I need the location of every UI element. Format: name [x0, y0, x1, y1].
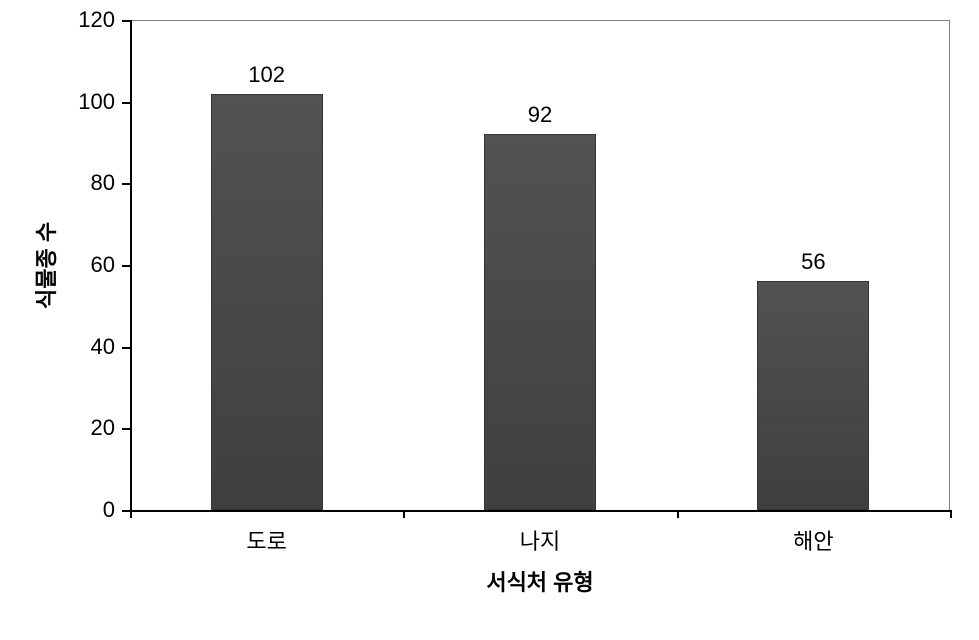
y-axis-title: 식물종 수: [29, 229, 61, 309]
bar: [211, 94, 323, 511]
y-axis: [130, 20, 132, 510]
bar-value-label: 102: [217, 62, 317, 88]
bar-value-label: 92: [490, 102, 590, 128]
x-tick-label: 도로: [207, 524, 327, 556]
y-tick: [122, 102, 130, 104]
y-tick-label: 120: [60, 7, 115, 33]
y-tick: [122, 510, 130, 512]
x-tick-label: 해안: [753, 524, 873, 556]
y-tick: [122, 183, 130, 185]
y-tick-label: 60: [60, 252, 115, 278]
x-axis: [130, 510, 952, 512]
x-tick: [130, 510, 132, 518]
y-tick: [122, 347, 130, 349]
x-tick: [403, 510, 405, 518]
bar: [757, 281, 869, 510]
y-tick-label: 80: [60, 170, 115, 196]
bar-chart: 0 20 40 60 80 100 120 102 도로 92 나지 56 해안 식물종 수서식처 유형: [0, 0, 979, 640]
y-tick-label: 100: [60, 89, 115, 115]
x-tick-label: 나지: [480, 524, 600, 556]
x-tick: [950, 510, 952, 518]
x-axis-title: 서식처 유형: [440, 565, 640, 597]
bar-value-label: 56: [763, 249, 863, 275]
y-tick: [122, 265, 130, 267]
x-tick: [677, 510, 679, 518]
y-tick-label: 20: [60, 415, 115, 441]
y-tick-label: 40: [60, 334, 115, 360]
y-tick: [122, 428, 130, 430]
y-tick: [122, 20, 130, 22]
y-tick-label: 0: [60, 497, 115, 523]
bar: [484, 134, 596, 510]
